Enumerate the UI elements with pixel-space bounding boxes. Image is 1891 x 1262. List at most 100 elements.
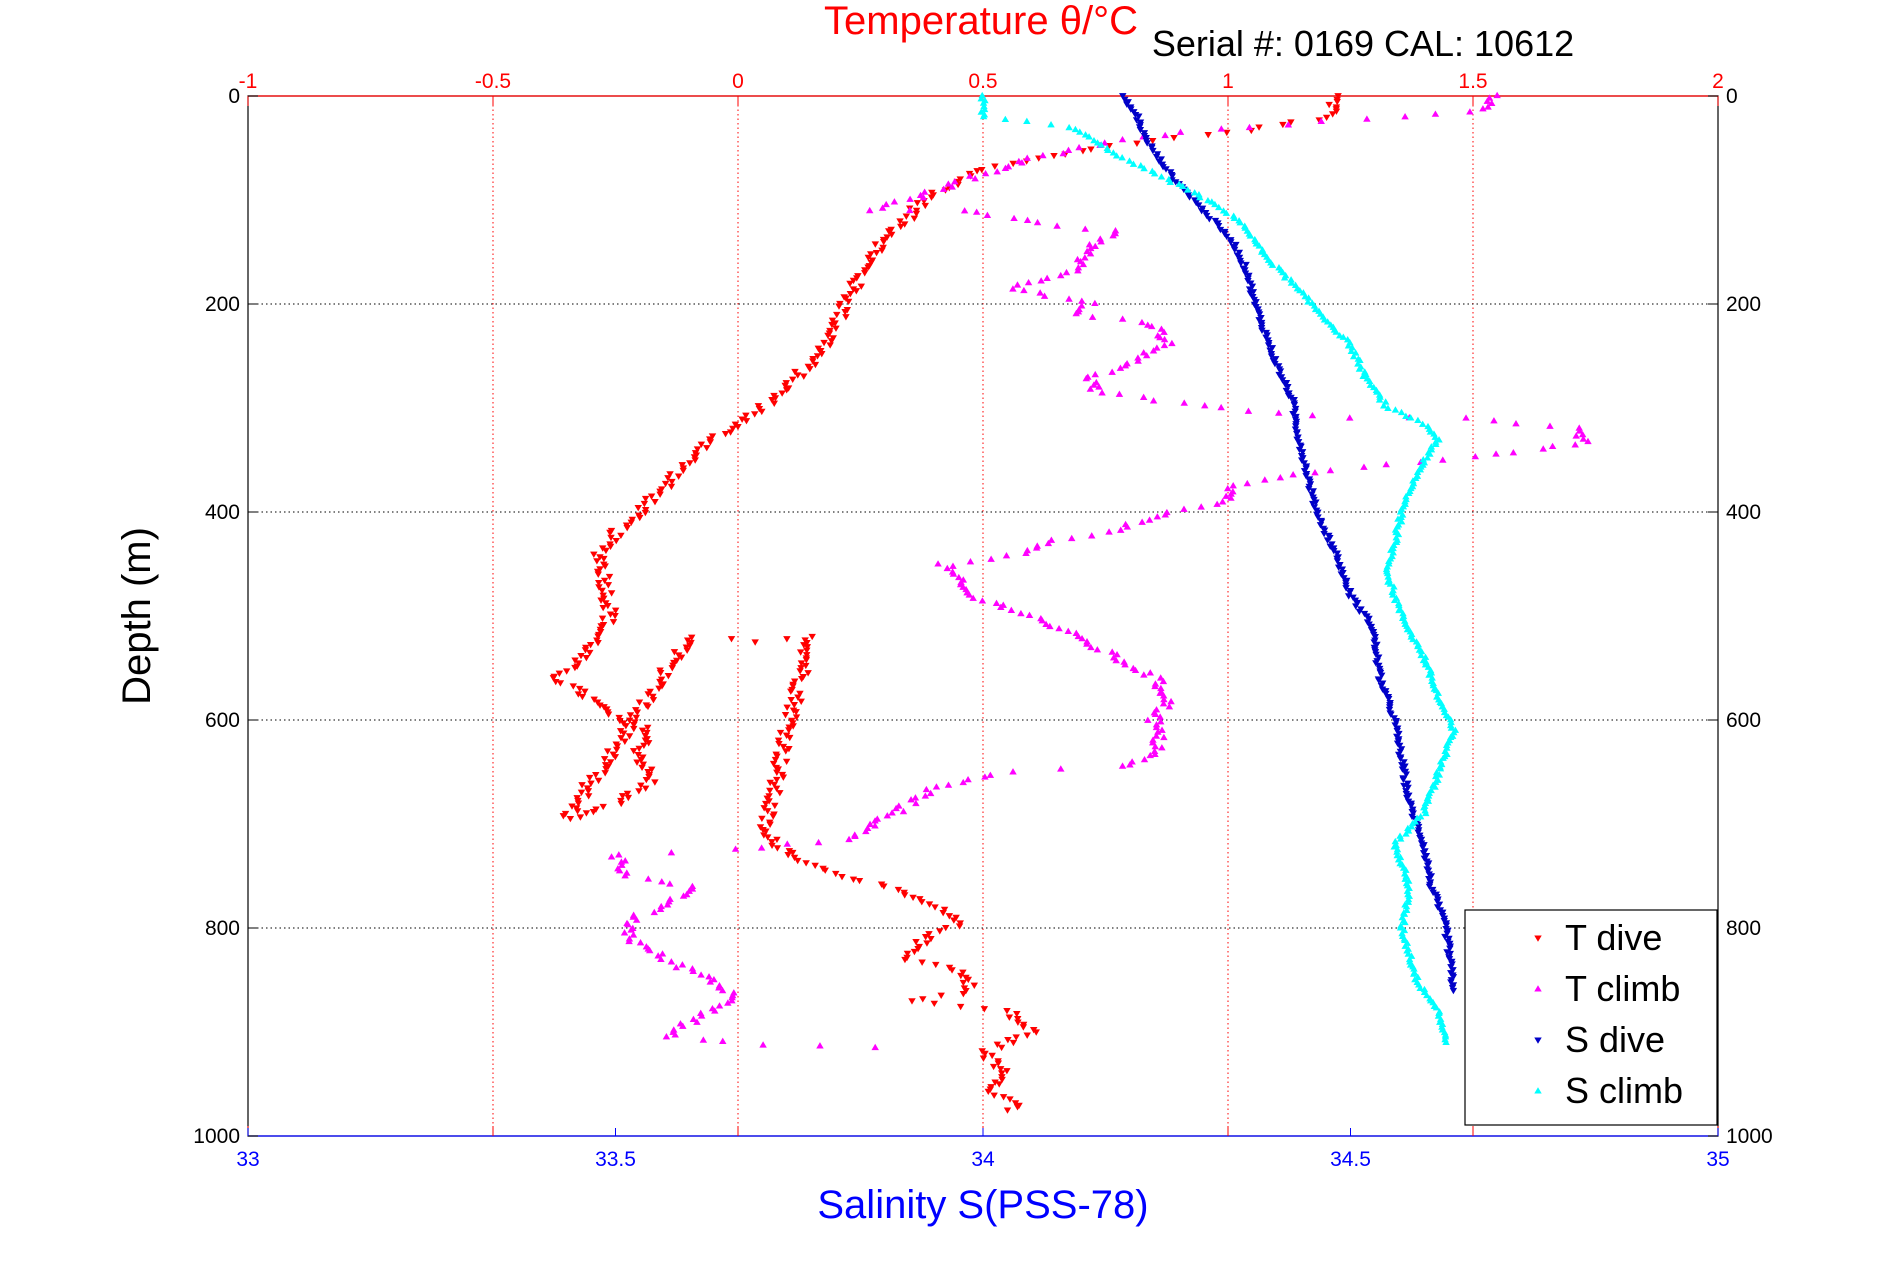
data-point <box>647 493 656 500</box>
data-point <box>1009 160 1017 168</box>
data-point <box>1385 706 1394 714</box>
data-point <box>995 1081 1003 1088</box>
data-point <box>773 836 781 844</box>
data-point <box>771 756 780 764</box>
data-point <box>1013 281 1022 288</box>
data-point <box>832 870 840 878</box>
data-point <box>1104 146 1112 153</box>
data-point <box>1396 835 1405 842</box>
data-point <box>796 668 804 675</box>
data-point <box>1118 315 1127 322</box>
data-point <box>948 967 956 974</box>
data-point <box>965 591 974 598</box>
data-point <box>1377 672 1386 679</box>
data-point <box>1105 528 1113 535</box>
data-point <box>934 560 942 567</box>
data-point <box>667 958 676 965</box>
data-point <box>594 633 602 640</box>
data-point <box>936 928 944 935</box>
data-point <box>583 785 592 792</box>
data-point <box>693 1018 701 1025</box>
data-point <box>816 1042 824 1049</box>
data-point <box>639 761 648 768</box>
data-point <box>1432 1004 1441 1011</box>
y-tick-label-right: 600 <box>1726 709 1761 732</box>
data-point <box>549 675 558 682</box>
data-point <box>1294 439 1303 446</box>
data-point <box>598 615 607 622</box>
data-point <box>1512 420 1520 427</box>
data-point <box>715 984 723 991</box>
data-point <box>1387 711 1395 718</box>
data-point <box>978 597 987 604</box>
data-point <box>1087 146 1095 153</box>
data-point <box>1153 344 1161 351</box>
data-point <box>1146 751 1154 759</box>
data-point <box>659 681 667 688</box>
top-tick-label: -0.5 <box>475 70 511 93</box>
data-point <box>993 1041 1002 1049</box>
data-point <box>1397 518 1406 525</box>
data-point <box>867 251 875 258</box>
data-point <box>1118 762 1127 769</box>
data-point <box>656 667 664 674</box>
data-point <box>687 639 695 647</box>
data-point <box>1333 550 1341 557</box>
data-point <box>609 619 618 626</box>
data-point <box>718 986 727 994</box>
data-point <box>1019 1024 1028 1031</box>
data-point <box>966 558 975 565</box>
data-point <box>625 717 634 724</box>
data-point <box>1071 125 1080 133</box>
data-point <box>1359 372 1367 379</box>
data-point <box>1118 153 1126 161</box>
y-tick-label-left: 0 <box>228 85 240 108</box>
data-point <box>1214 222 1223 230</box>
data-point <box>635 788 643 795</box>
data-point <box>939 185 948 192</box>
data-point <box>977 108 985 115</box>
data-point <box>766 821 774 829</box>
data-point <box>959 990 968 998</box>
data-point <box>788 376 797 384</box>
data-point <box>1579 435 1588 442</box>
data-point <box>1287 119 1295 126</box>
data-point <box>779 774 788 781</box>
data-point <box>1095 383 1103 390</box>
data-point <box>1139 393 1148 400</box>
data-point <box>984 1088 993 1096</box>
data-point <box>1022 549 1030 557</box>
data-point <box>1218 498 1227 505</box>
data-point <box>824 332 832 340</box>
data-point <box>1308 411 1317 419</box>
data-point <box>615 867 624 874</box>
data-point <box>577 789 586 796</box>
data-point <box>989 1063 998 1071</box>
data-point <box>937 992 945 999</box>
data-point <box>1276 474 1285 481</box>
data-point <box>921 792 930 799</box>
data-point <box>894 886 903 894</box>
data-point <box>779 743 788 751</box>
data-point <box>1439 754 1447 761</box>
data-point <box>1112 152 1121 159</box>
data-point <box>1284 121 1293 128</box>
data-point <box>642 702 651 709</box>
data-point <box>1284 384 1292 391</box>
data-point <box>1116 364 1125 371</box>
data-point <box>697 1012 706 1019</box>
data-point <box>1261 476 1269 483</box>
data-point <box>621 738 629 745</box>
data-point <box>1037 277 1045 284</box>
data-point <box>602 547 610 555</box>
data-point <box>1287 279 1296 286</box>
data-point <box>641 733 650 740</box>
data-point <box>1422 809 1430 817</box>
data-point <box>1222 209 1231 216</box>
data-point <box>631 719 639 726</box>
data-point <box>578 693 587 701</box>
data-point <box>1333 558 1342 565</box>
data-point <box>1448 984 1457 992</box>
data-point <box>842 295 850 302</box>
data-point <box>896 218 904 225</box>
